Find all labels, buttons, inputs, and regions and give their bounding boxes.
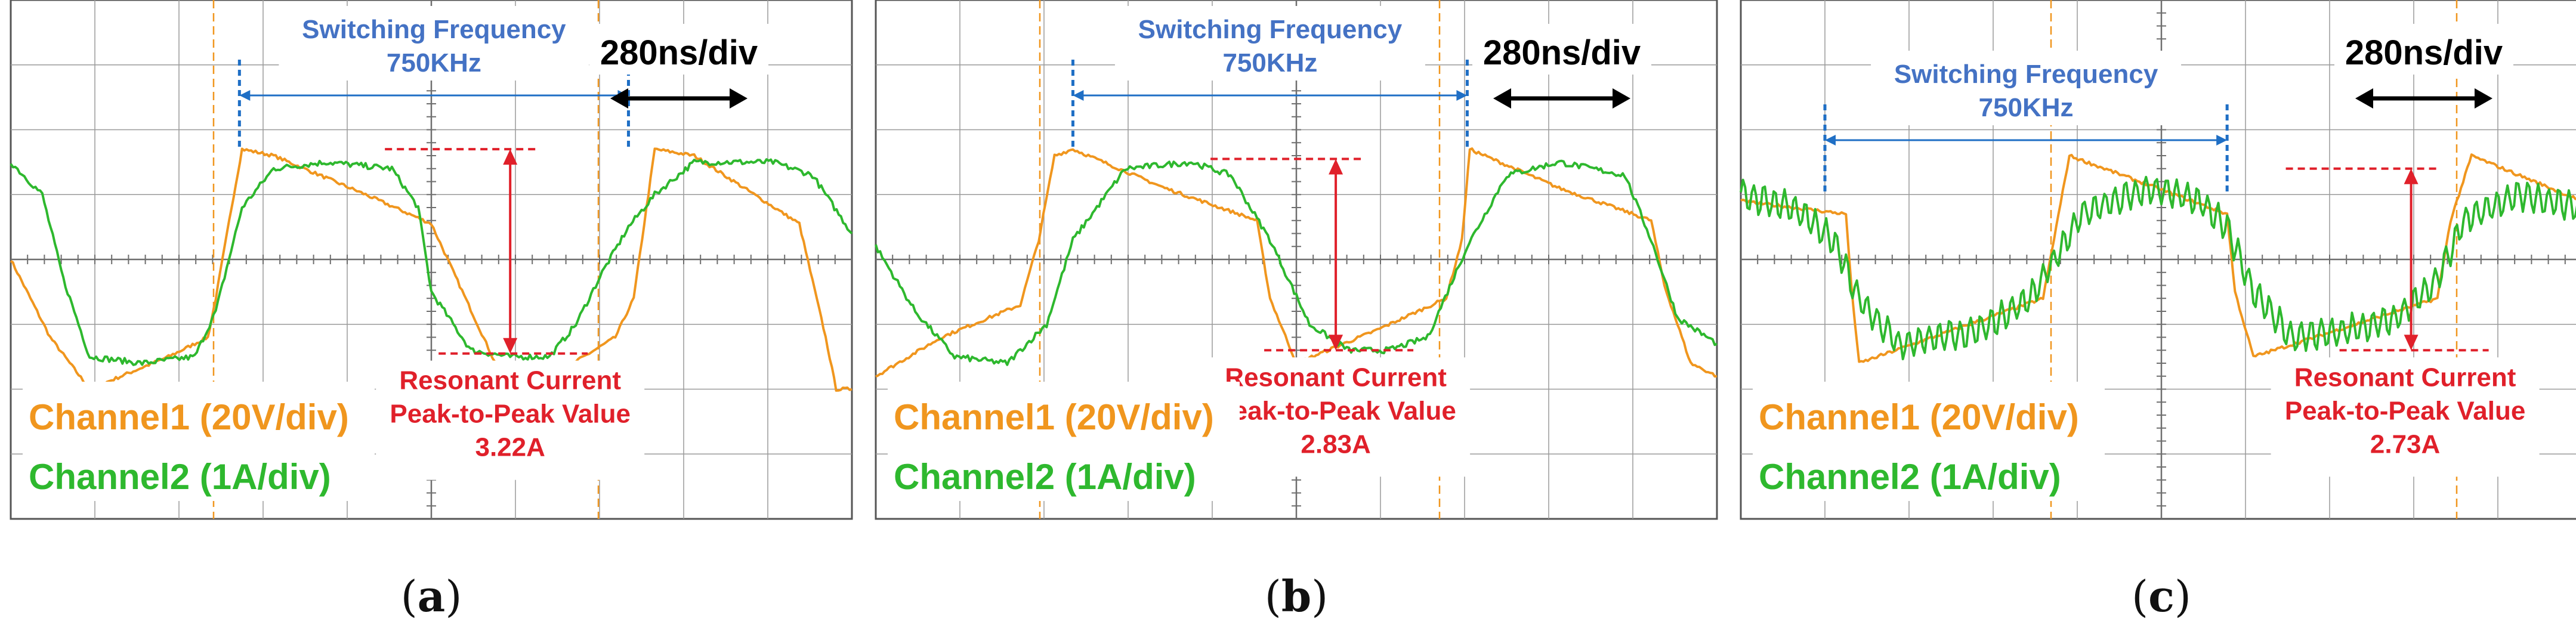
cursor-markers	[1039, 0, 1441, 519]
period-arrow-left	[1825, 135, 1836, 146]
panel-caption-letter: a	[418, 571, 446, 621]
legend-background	[888, 382, 1240, 501]
peak-label-background	[1201, 357, 1471, 477]
waveform-traces	[1740, 153, 2576, 363]
peak-label-line1: Resonant Current	[2294, 363, 2516, 392]
time-scale-arrow-left	[1493, 88, 1511, 109]
switching-frequency-title: Switching Frequency	[1138, 15, 1403, 44]
time-scale-arrow-left	[2355, 88, 2373, 109]
frequency-label-background	[279, 6, 589, 81]
peak-arrow-top	[1329, 159, 1343, 175]
peak-label-value: 2.83A	[1301, 429, 1370, 459]
panel-c: Switching Frequency 750KHz 280ns/div Resona…	[1740, 0, 2576, 621]
period-arrow-right	[1456, 90, 1468, 101]
peak-label-value: 2.73A	[2370, 429, 2440, 459]
time-scale-label: 280ns/div	[2345, 33, 2503, 72]
frequency-label-background	[1871, 51, 2182, 125]
legend-channel2: Channel2 (1A/div)	[29, 457, 331, 497]
channel2-trace	[10, 158, 853, 366]
time-scale-label: 280ns/div	[1483, 33, 1641, 72]
peak-arrow-bottom	[1329, 335, 1343, 351]
switching-frequency-title: Switching Frequency	[302, 15, 566, 44]
time-scale-label: 280ns/div	[600, 33, 758, 72]
legend-channel1: Channel1 (20V/div)	[29, 397, 349, 437]
legend-channel1: Channel1 (20V/div)	[1759, 397, 2079, 437]
switching-frequency-value: 750KHz	[387, 48, 481, 78]
peak-label-background	[376, 360, 645, 480]
peak-label-background	[2271, 357, 2540, 477]
peak-label-value: 3.22A	[475, 433, 545, 462]
switching-frequency-value: 750KHz	[1222, 48, 1317, 78]
time-scale-background	[2334, 24, 2513, 75]
time-scale-arrow-left	[610, 88, 628, 109]
peak-label-line2: Peak-to-Peak Value	[390, 400, 631, 429]
peak-label-line1: Resonant Current	[1225, 363, 1447, 392]
legend-channel2: Channel2 (1A/div)	[1759, 457, 2061, 497]
time-scale-arrow-right	[2475, 88, 2492, 109]
panel-caption: (c)	[2132, 571, 2191, 621]
cursor-markers	[212, 0, 600, 519]
time-scale-background	[589, 24, 768, 75]
panel-a: Switching Frequency 750KHz 280ns/div Resona…	[10, 0, 853, 621]
period-arrow-left	[1073, 90, 1084, 101]
switching-frequency-title: Switching Frequency	[1894, 60, 2158, 89]
time-scale-background	[1472, 24, 1651, 75]
peak-arrow-bottom	[2404, 335, 2419, 351]
time-scale-arrow-right	[730, 88, 748, 109]
frequency-label-background	[1114, 6, 1425, 81]
measurement-annotations: Switching Frequency 750KHz 280ns/div Resona…	[888, 6, 1651, 501]
period-arrow-right	[2216, 135, 2228, 146]
period-arrow-left	[239, 90, 251, 101]
legend-channel1: Channel1 (20V/div)	[894, 397, 1214, 437]
measurement-annotations: Switching Frequency 750KHz 280ns/div Resona…	[23, 6, 768, 501]
waveform-traces	[10, 147, 853, 397]
peak-label-line1: Resonant Current	[399, 366, 621, 395]
switching-frequency-value: 750KHz	[1979, 93, 2074, 122]
channel2-trace	[875, 159, 1718, 366]
panel-b: Switching Frequency 750KHz 280ns/div Resona…	[875, 0, 1718, 621]
panel-caption: (a)	[401, 571, 462, 621]
panel-caption: (b)	[1265, 571, 1329, 621]
peak-label-line2: Peak-to-Peak Value	[1215, 396, 1456, 425]
peak-arrow-top	[2404, 168, 2419, 184]
legend-background	[23, 382, 375, 501]
peak-label-line2: Peak-to-Peak Value	[2285, 396, 2526, 425]
time-scale-arrow-right	[1613, 88, 1630, 109]
measurement-annotations: Switching Frequency 750KHz 280ns/div Resona…	[1753, 24, 2540, 501]
channel2-trace	[1740, 175, 2576, 361]
peak-arrow-top	[503, 149, 518, 165]
panel-caption-letter: c	[2148, 571, 2175, 621]
peak-arrow-bottom	[503, 338, 518, 354]
legend-channel2: Channel2 (1A/div)	[894, 457, 1196, 497]
legend-background	[1753, 382, 2105, 501]
panel-caption-letter: b	[1281, 571, 1311, 621]
